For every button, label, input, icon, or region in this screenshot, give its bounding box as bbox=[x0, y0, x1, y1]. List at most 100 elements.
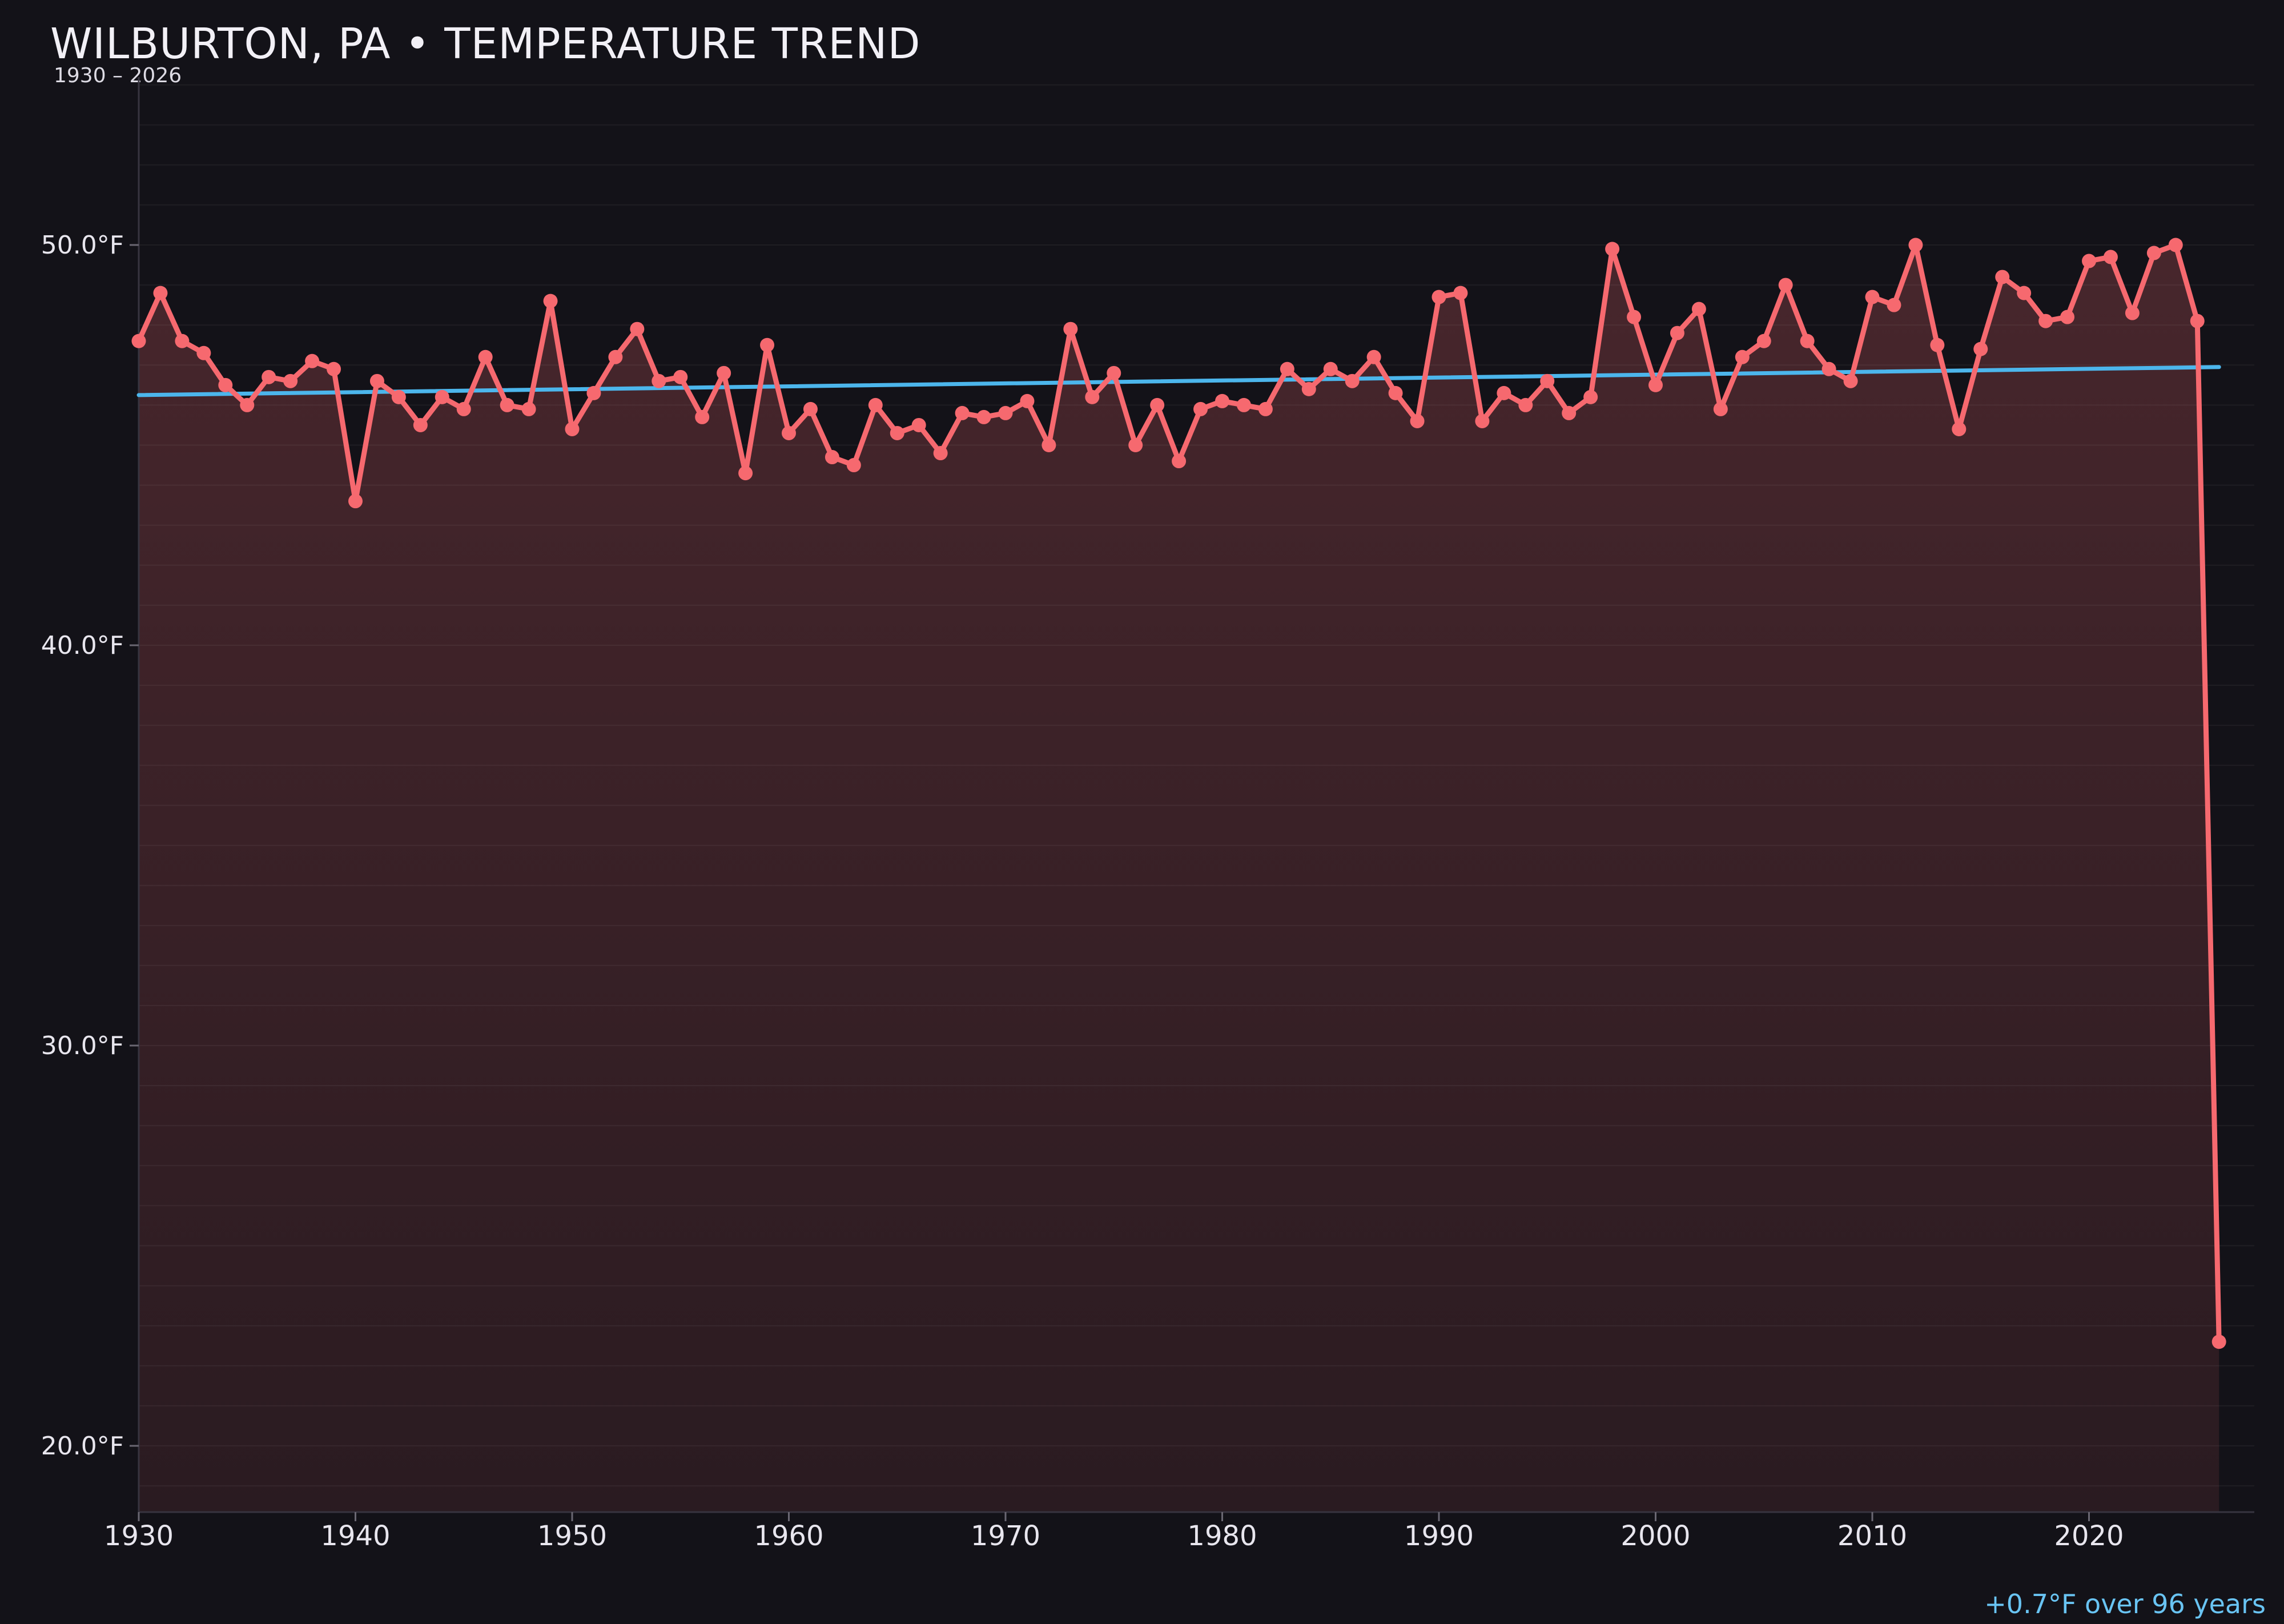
data-point-1942 bbox=[391, 389, 406, 404]
y-axis-tick-label: 30.0°F bbox=[41, 1031, 124, 1060]
data-point-1987 bbox=[1366, 349, 1381, 364]
trend-line-layer bbox=[136, 365, 2221, 397]
data-point-1931 bbox=[153, 286, 168, 300]
data-point-2010 bbox=[1865, 290, 1880, 304]
data-point-1964 bbox=[868, 397, 883, 412]
data-point-1950 bbox=[565, 421, 580, 436]
data-point-1976 bbox=[1128, 438, 1143, 452]
data-point-1938 bbox=[305, 353, 320, 368]
x-axis-tick-label: 1950 bbox=[537, 1520, 607, 1552]
data-point-1945 bbox=[456, 401, 471, 416]
data-point-1984 bbox=[1301, 381, 1316, 396]
x-axis-tick-label: 2010 bbox=[1837, 1520, 1907, 1552]
x-axis-tick-label: 1970 bbox=[971, 1520, 1040, 1552]
data-point-1958 bbox=[738, 466, 753, 481]
data-point-2017 bbox=[2017, 286, 2032, 300]
data-point-1937 bbox=[283, 373, 298, 388]
data-point-1935 bbox=[240, 397, 255, 412]
data-point-1972 bbox=[1042, 438, 1056, 452]
data-point-1999 bbox=[1627, 309, 1642, 324]
data-point-1989 bbox=[1410, 413, 1425, 428]
data-point-1974 bbox=[1085, 389, 1100, 404]
x-axis-tick-label: 2000 bbox=[1620, 1520, 1690, 1552]
data-point-1978 bbox=[1172, 454, 1187, 469]
data-point-2025 bbox=[2190, 313, 2205, 328]
x-axis-tick-label: 1980 bbox=[1187, 1520, 1257, 1552]
data-point-1941 bbox=[369, 373, 384, 388]
data-point-2011 bbox=[1887, 298, 1901, 312]
data-point-2021 bbox=[2103, 250, 2118, 264]
data-point-1998 bbox=[1605, 242, 1620, 256]
x-axis-tick-label: 2020 bbox=[2054, 1520, 2124, 1552]
data-point-2002 bbox=[1691, 302, 1706, 316]
data-point-1975 bbox=[1107, 365, 1121, 380]
data-point-2004 bbox=[1735, 349, 1750, 364]
data-point-1959 bbox=[760, 337, 775, 352]
y-axis-tick-label: 50.0°F bbox=[41, 231, 124, 260]
data-point-2005 bbox=[1756, 333, 1771, 348]
data-point-1960 bbox=[782, 425, 796, 440]
data-point-1949 bbox=[543, 294, 558, 308]
x-axis-tick-label: 1940 bbox=[320, 1520, 390, 1552]
data-point-1973 bbox=[1063, 321, 1078, 336]
data-point-2013 bbox=[1930, 337, 1945, 352]
data-point-2020 bbox=[2082, 254, 2096, 268]
data-point-1951 bbox=[586, 385, 601, 400]
data-point-1990 bbox=[1431, 290, 1446, 304]
data-point-1983 bbox=[1280, 361, 1294, 376]
data-point-1966 bbox=[911, 417, 926, 432]
data-point-1956 bbox=[695, 409, 710, 424]
x-axis-tick-label: 1990 bbox=[1404, 1520, 1474, 1552]
series-layer bbox=[131, 238, 2226, 1349]
data-point-2007 bbox=[1800, 333, 1815, 348]
data-point-2009 bbox=[1843, 373, 1858, 388]
data-point-1971 bbox=[1020, 393, 1035, 408]
data-point-2016 bbox=[1995, 270, 2010, 284]
data-point-2008 bbox=[1821, 361, 1836, 376]
data-point-1934 bbox=[218, 377, 233, 392]
data-point-1969 bbox=[976, 409, 991, 424]
area-fill bbox=[139, 245, 2219, 1512]
trend-line bbox=[136, 365, 2221, 397]
data-point-1947 bbox=[500, 397, 514, 412]
axes-layer: 50.0°F 40.0°F 30.0°F 20.0°F 1930 1940 1950 1960… bbox=[41, 77, 2254, 1552]
data-point-1981 bbox=[1236, 397, 1251, 412]
x-axis-tick-label: 1930 bbox=[104, 1520, 174, 1552]
data-point-1962 bbox=[825, 450, 839, 465]
data-point-1957 bbox=[717, 365, 731, 380]
data-point-1991 bbox=[1453, 286, 1468, 300]
data-point-1940 bbox=[348, 494, 363, 509]
data-point-2014 bbox=[1952, 421, 1967, 436]
data-point-2018 bbox=[2038, 313, 2053, 328]
data-point-1992 bbox=[1475, 413, 1490, 428]
data-point-1943 bbox=[413, 417, 428, 432]
data-point-2006 bbox=[1778, 278, 1793, 292]
data-point-1994 bbox=[1518, 397, 1533, 412]
data-point-1936 bbox=[262, 369, 276, 384]
data-point-2000 bbox=[1648, 377, 1663, 392]
data-point-2001 bbox=[1670, 325, 1684, 340]
data-point-1930 bbox=[131, 333, 146, 348]
data-point-1986 bbox=[1345, 373, 1360, 388]
data-point-1988 bbox=[1388, 385, 1403, 400]
chart-subtitle: 1930 – 2026 bbox=[54, 64, 182, 87]
data-point-1985 bbox=[1323, 361, 1338, 376]
data-point-1980 bbox=[1215, 393, 1229, 408]
data-point-1952 bbox=[608, 349, 623, 364]
gridlines-layer bbox=[139, 84, 2254, 1487]
data-point-1955 bbox=[673, 369, 688, 384]
data-point-1996 bbox=[1562, 405, 1577, 420]
data-point-1963 bbox=[846, 458, 861, 473]
x-axis-tick-label: 1960 bbox=[754, 1520, 823, 1552]
data-point-1933 bbox=[196, 345, 211, 360]
data-point-2012 bbox=[1908, 238, 1923, 252]
data-point-1970 bbox=[998, 405, 1013, 420]
data-point-2019 bbox=[2060, 309, 2075, 324]
data-point-1982 bbox=[1258, 401, 1273, 416]
data-point-1993 bbox=[1497, 385, 1511, 400]
data-point-1953 bbox=[630, 321, 645, 336]
data-point-2023 bbox=[2146, 246, 2161, 260]
area-fill-layer bbox=[139, 245, 2219, 1512]
data-point-1979 bbox=[1193, 401, 1208, 416]
